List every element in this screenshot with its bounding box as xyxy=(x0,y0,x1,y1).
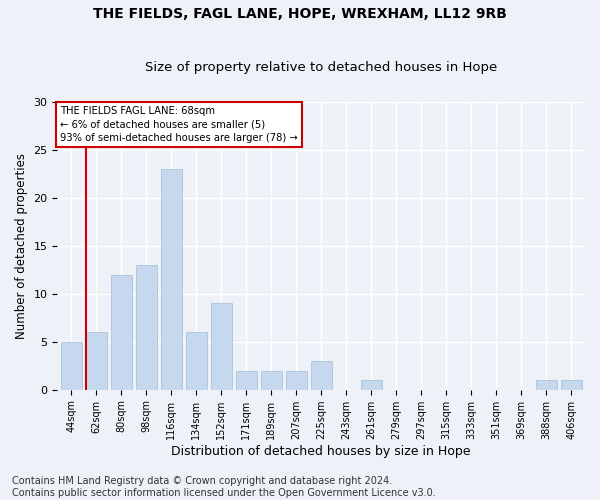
Bar xyxy=(136,265,157,390)
Bar xyxy=(236,370,257,390)
Bar xyxy=(86,332,107,390)
Bar xyxy=(161,169,182,390)
Bar xyxy=(211,304,232,390)
Title: Size of property relative to detached houses in Hope: Size of property relative to detached ho… xyxy=(145,62,497,74)
X-axis label: Distribution of detached houses by size in Hope: Distribution of detached houses by size … xyxy=(172,444,471,458)
Bar xyxy=(286,370,307,390)
Text: THE FIELDS, FAGL LANE, HOPE, WREXHAM, LL12 9RB: THE FIELDS, FAGL LANE, HOPE, WREXHAM, LL… xyxy=(93,8,507,22)
Bar xyxy=(361,380,382,390)
Bar xyxy=(311,361,332,390)
Bar xyxy=(260,370,282,390)
Bar xyxy=(536,380,557,390)
Text: THE FIELDS FAGL LANE: 68sqm
← 6% of detached houses are smaller (5)
93% of semi-: THE FIELDS FAGL LANE: 68sqm ← 6% of deta… xyxy=(60,106,298,143)
Bar xyxy=(61,342,82,390)
Text: Contains HM Land Registry data © Crown copyright and database right 2024.
Contai: Contains HM Land Registry data © Crown c… xyxy=(12,476,436,498)
Bar xyxy=(560,380,582,390)
Bar xyxy=(185,332,207,390)
Bar xyxy=(110,274,132,390)
Y-axis label: Number of detached properties: Number of detached properties xyxy=(15,153,28,339)
